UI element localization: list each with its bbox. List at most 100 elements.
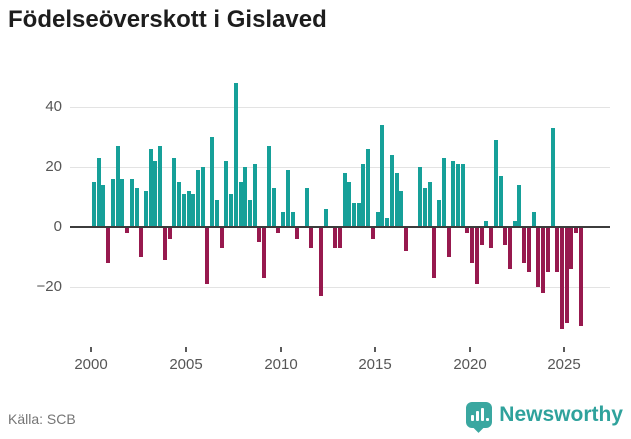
bar-2007-Q4 [238, 182, 243, 227]
bar-2003-Q2 [153, 161, 158, 227]
bar-2012-Q2 [323, 209, 328, 227]
y-axis-label-minus20: −20 [36, 278, 62, 295]
bar-2017-Q3 [422, 188, 427, 227]
bar-2023-Q2 [531, 212, 536, 227]
bar-2003-Q3 [158, 146, 163, 227]
x-axis-label-2025: 2025 [547, 356, 581, 373]
bar-2000-Q1 [92, 182, 96, 227]
bar-2017-Q2 [418, 167, 423, 227]
bar-2008-Q3 [252, 164, 257, 227]
bar-2025-Q3 [574, 227, 579, 233]
bar-2021-Q3 [498, 176, 503, 227]
bar-2025-Q2 [569, 227, 574, 269]
bar-2005-Q1 [186, 191, 191, 227]
bar-2010-Q4 [295, 227, 300, 239]
bar-2014-Q1 [356, 203, 361, 227]
bar-2005-Q2 [191, 194, 196, 227]
bar-2010-Q3 [290, 212, 295, 227]
bar-2000-Q2 [96, 158, 101, 227]
bar-2001-Q1 [110, 179, 115, 227]
x-axis-label-2015: 2015 [358, 356, 392, 373]
bar-2004-Q1 [167, 227, 172, 239]
bar-2000-Q3 [101, 185, 106, 227]
bar-2000-Q4 [106, 227, 111, 263]
bar-2013-Q4 [351, 203, 356, 227]
bar-2021-Q2 [493, 140, 498, 227]
bar-2004-Q4 [181, 194, 186, 227]
source-credit: Källa: SCB [8, 411, 76, 427]
bar-2021-Q4 [503, 227, 508, 245]
bar-2014-Q3 [366, 149, 371, 227]
bar-2015-Q2 [380, 125, 385, 227]
bar-2009-Q4 [276, 227, 281, 233]
bar-2025-Q1 [564, 227, 569, 323]
bar-2011-Q3 [309, 227, 314, 248]
x-axis-label-2000: 2000 [74, 356, 108, 373]
newsworthy-logo: Newsworthy [466, 399, 623, 433]
x-axis-label-2020: 2020 [453, 356, 487, 373]
bar-2018-Q4 [446, 227, 451, 257]
bar-2010-Q2 [285, 170, 290, 227]
bar-2020-Q1 [470, 227, 475, 263]
bar-2016-Q3 [403, 227, 408, 251]
bar-2010-Q1 [281, 212, 286, 227]
bar-2002-Q4 [143, 191, 148, 227]
bar-2006-Q1 [205, 227, 210, 284]
bar-2014-Q2 [361, 164, 366, 227]
bar-2024-Q1 [545, 227, 550, 272]
bar-2004-Q3 [177, 182, 182, 227]
bar-2008-Q2 [247, 200, 252, 227]
y-axis-label-20: 20 [45, 158, 62, 175]
bar-2008-Q1 [243, 167, 248, 227]
bar-2006-Q3 [214, 200, 219, 227]
x-axis-label-2010: 2010 [264, 356, 298, 373]
bar-2002-Q1 [129, 179, 134, 227]
bar-2012-Q1 [318, 227, 323, 296]
bar-2019-Q3 [460, 164, 465, 227]
bar-2007-Q2 [229, 194, 234, 227]
bar-2022-Q3 [517, 185, 522, 227]
bar-2019-Q1 [451, 161, 456, 227]
bar-2020-Q4 [484, 221, 489, 227]
bar-2008-Q4 [257, 227, 262, 242]
bar-2006-Q4 [219, 227, 224, 248]
gridline-minus20 [70, 287, 610, 288]
bar-2016-Q2 [399, 191, 404, 227]
bar-2003-Q4 [162, 227, 167, 260]
newsworthy-badge-icon [466, 402, 493, 433]
bar-2019-Q4 [465, 227, 470, 233]
bar-2018-Q3 [441, 158, 446, 227]
x-tick-2005 [185, 347, 187, 352]
bar-2022-Q2 [512, 221, 517, 227]
bar-2007-Q1 [224, 161, 229, 227]
bar-2001-Q2 [115, 146, 120, 227]
bar-2020-Q2 [474, 227, 479, 284]
bar-2005-Q3 [195, 170, 200, 227]
bar-2018-Q1 [432, 227, 437, 278]
bar-2023-Q1 [526, 227, 531, 272]
bar-2023-Q3 [536, 227, 541, 287]
newsworthy-wordmark: Newsworthy [499, 403, 623, 426]
bar-2017-Q4 [427, 182, 432, 227]
bar-2011-Q2 [304, 188, 309, 227]
y-axis-label-0: 0 [53, 218, 62, 235]
bar-2015-Q1 [375, 212, 380, 227]
x-tick-2025 [563, 347, 565, 352]
gridline-20 [70, 167, 610, 168]
x-tick-2015 [374, 347, 376, 352]
bar-2013-Q3 [347, 182, 352, 227]
bar-2015-Q4 [389, 155, 394, 227]
x-axis-label-2005: 2005 [169, 356, 203, 373]
bar-2022-Q4 [522, 227, 527, 263]
plot-area [70, 75, 615, 345]
x-tick-2020 [469, 347, 471, 352]
bar-2001-Q4 [125, 227, 130, 233]
bar-2005-Q4 [200, 167, 205, 227]
bar-2002-Q3 [139, 227, 144, 257]
bar-2025-Q4 [578, 227, 583, 326]
bar-2009-Q2 [266, 146, 271, 227]
bar-2001-Q3 [120, 179, 125, 227]
bar-2024-Q2 [550, 128, 555, 227]
bar-2002-Q2 [134, 188, 139, 227]
bar-2020-Q3 [479, 227, 484, 245]
